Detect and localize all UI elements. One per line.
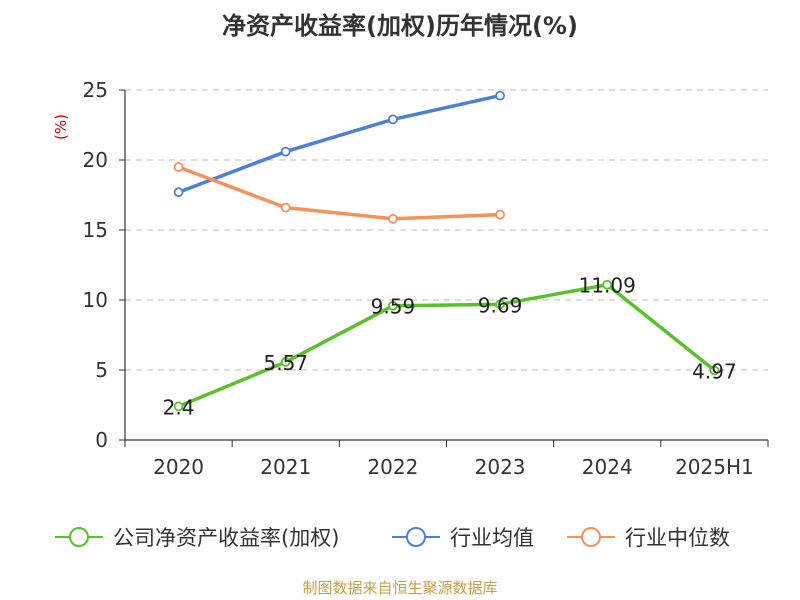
x-tick-label: 2020 xyxy=(153,455,204,479)
legend-marker xyxy=(69,527,89,547)
y-tick-label: 0 xyxy=(95,428,108,452)
source-note: 制图数据来自恒生聚源数据库 xyxy=(302,579,498,597)
data-point xyxy=(495,299,505,310)
data-point xyxy=(280,202,291,213)
data-label: 11.09 xyxy=(579,274,636,298)
chart-title: 净资产收益率(加权)历年情况(%) xyxy=(222,12,578,40)
grid-lines xyxy=(125,89,768,371)
data-point xyxy=(173,401,184,412)
legend-label[interactable]: 行业中位数 xyxy=(625,526,730,550)
y-tick-label: 20 xyxy=(83,148,108,172)
y-tick-label: 5 xyxy=(95,358,108,382)
data-label: 4.97 xyxy=(692,359,737,383)
legend[interactable]: 公司净资产收益率(加权) 行业均值 行业中位数 xyxy=(55,526,730,550)
legend-label[interactable]: 行业均值 xyxy=(450,526,534,550)
data-point xyxy=(280,146,291,157)
data-point xyxy=(602,279,613,290)
x-tick-label: 2021 xyxy=(260,455,311,479)
data-label: 9.59 xyxy=(371,295,416,319)
data-point xyxy=(709,365,720,376)
legend-label[interactable]: 公司净资产收益率(加权) xyxy=(113,526,339,550)
legend-marker xyxy=(406,527,426,547)
series-line xyxy=(176,282,717,409)
x-tick-label: 2023 xyxy=(475,455,526,479)
y-tick-label: 15 xyxy=(83,218,108,242)
data-point xyxy=(495,209,505,220)
y-tick-label: 10 xyxy=(83,288,108,312)
series xyxy=(173,90,720,412)
data-point xyxy=(388,213,398,224)
legend-marker xyxy=(581,527,601,547)
data-label: 2.4 xyxy=(163,395,195,419)
data-point xyxy=(280,357,291,367)
series-line xyxy=(176,93,502,194)
series-line xyxy=(176,165,502,221)
data-label: 5.57 xyxy=(263,351,308,375)
data-point xyxy=(173,187,184,198)
axes: 0 5 10 15 20 25 2020 2021 2022 2023 2024 2025H1 xyxy=(83,78,769,479)
x-tick-label: 2022 xyxy=(367,455,418,479)
data-point xyxy=(388,300,398,311)
data-point xyxy=(495,90,505,101)
y-tick-label: 25 xyxy=(83,78,108,102)
data-point xyxy=(388,114,398,125)
data-labels: 2.4 5.57 9.59 9.69 11.09 4.97 xyxy=(163,274,737,420)
x-tick-label: 2025H1 xyxy=(675,455,754,479)
x-tick-label: 2024 xyxy=(582,455,633,479)
data-point xyxy=(173,162,184,172)
y-axis-label: (%) xyxy=(52,114,70,140)
data-label: 9.69 xyxy=(478,293,523,317)
